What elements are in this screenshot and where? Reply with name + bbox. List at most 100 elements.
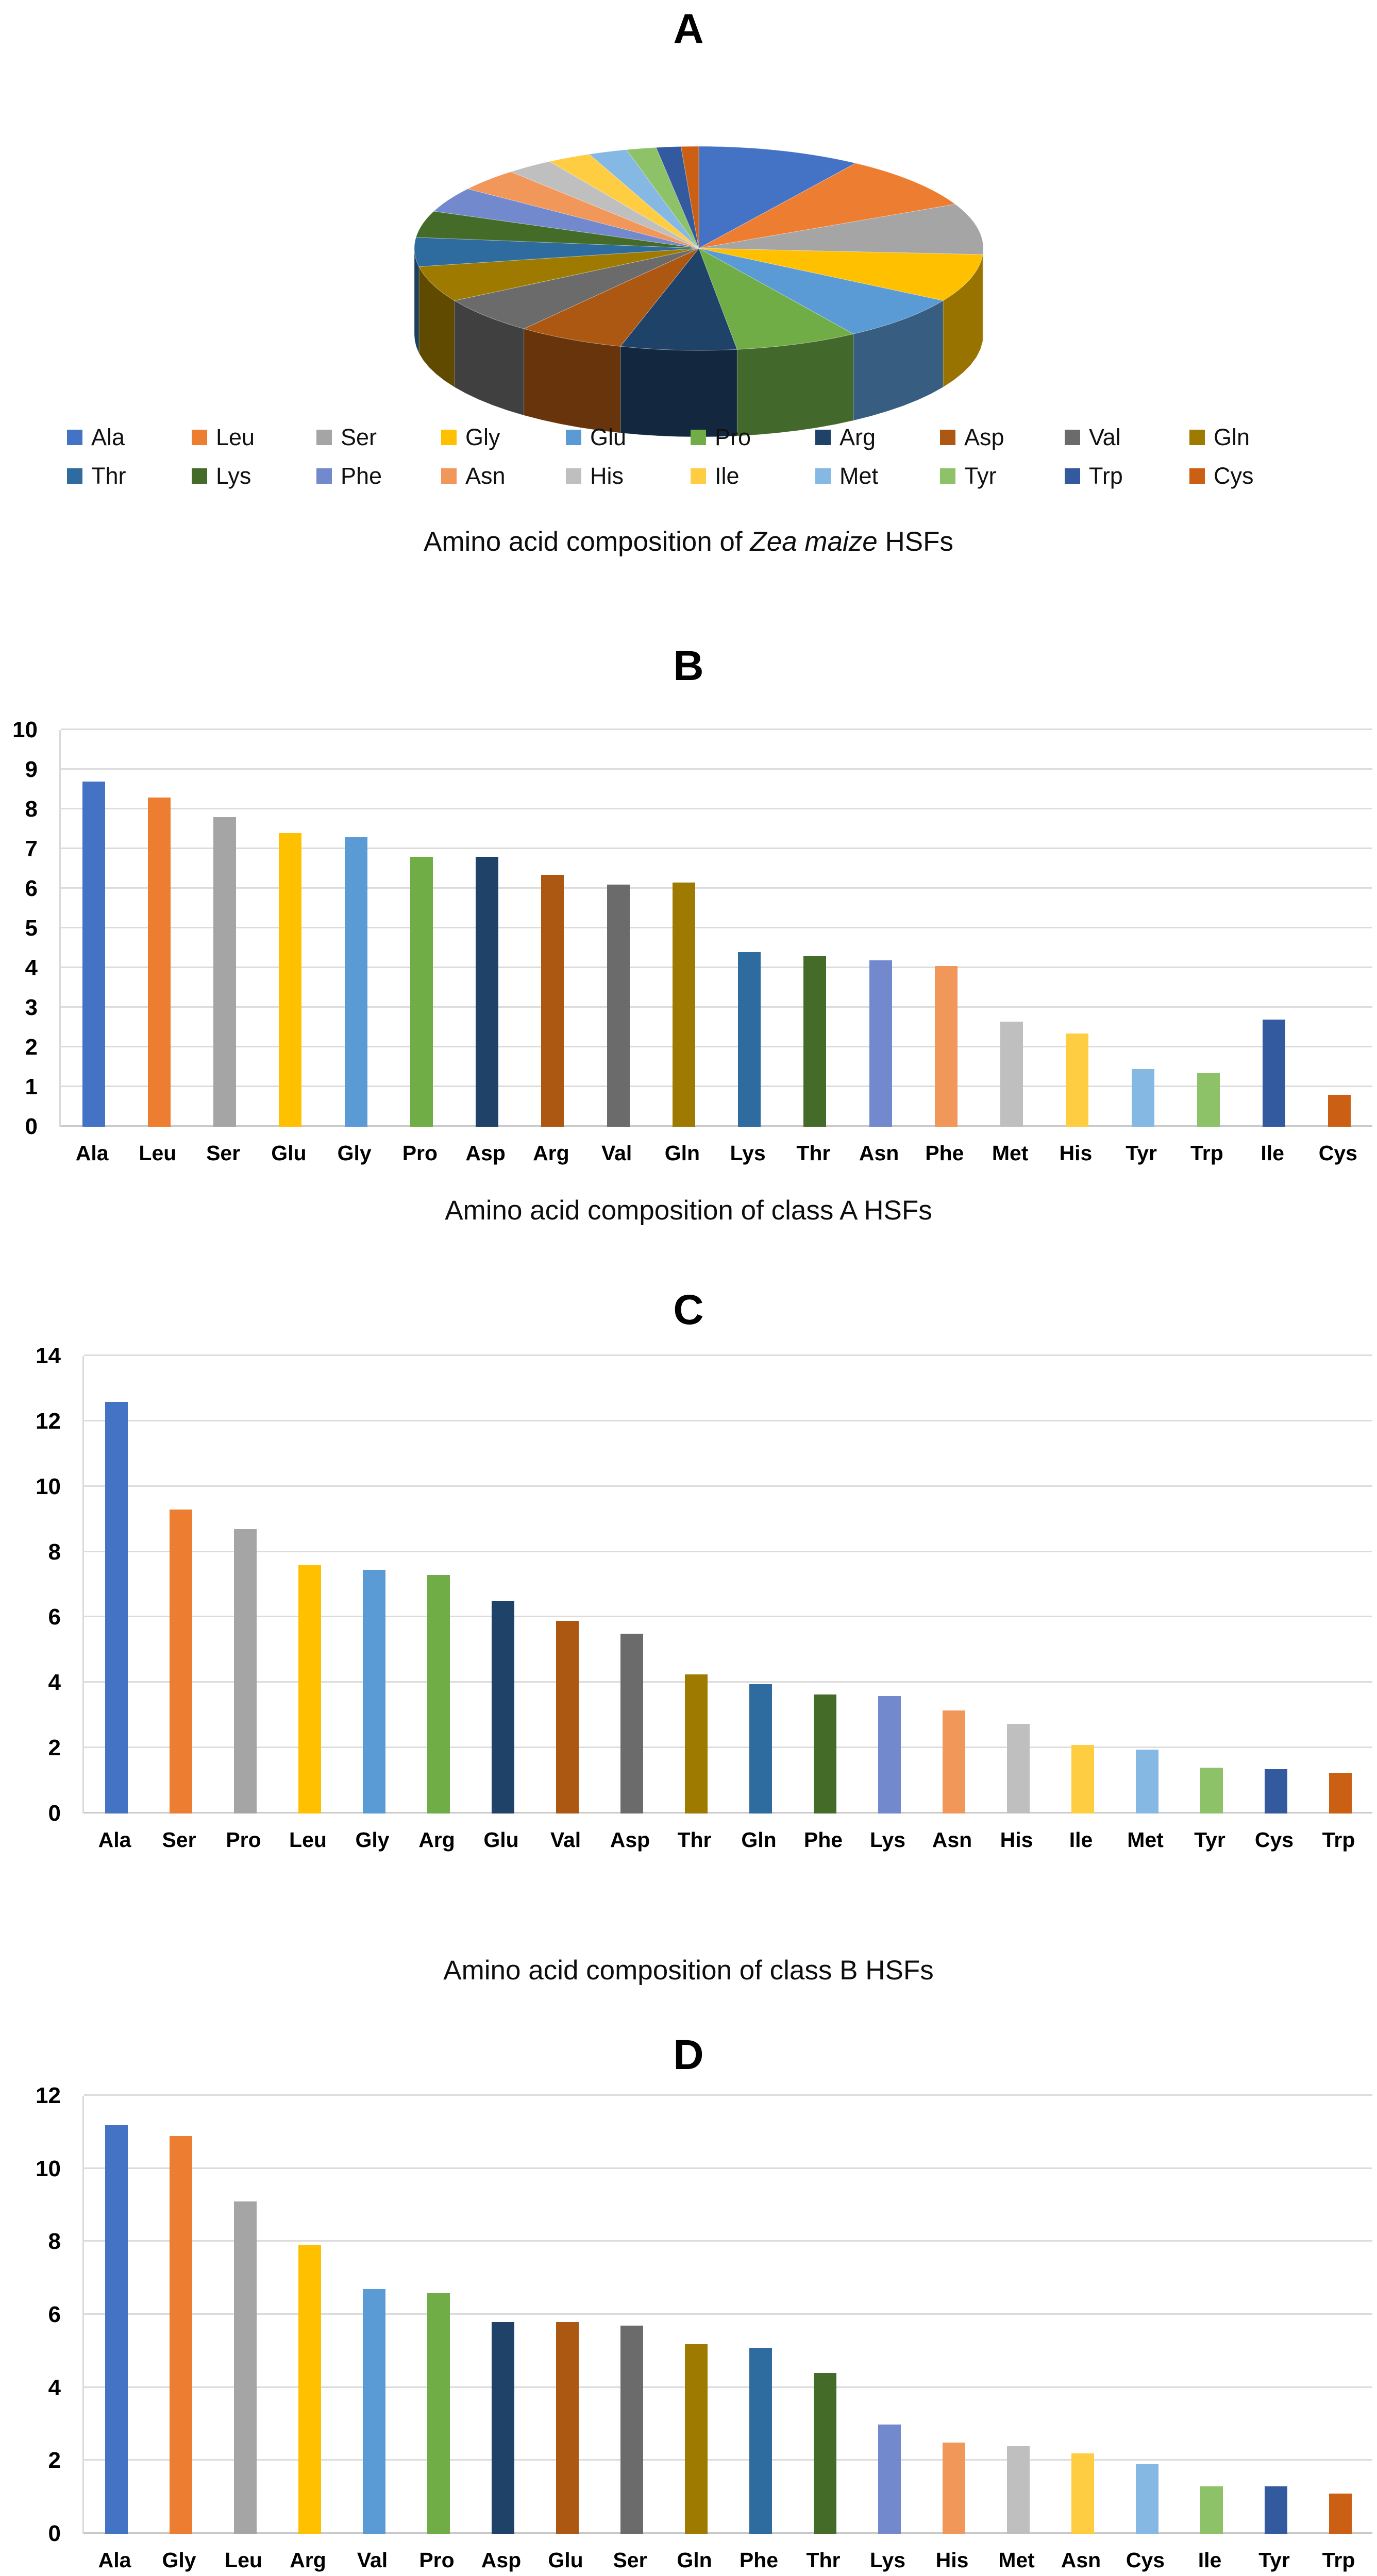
legend-item-asn: Asn: [441, 464, 566, 487]
bar-gly: [344, 837, 367, 1127]
legend-item-cys: Cys: [1189, 464, 1314, 487]
bar-pro: [427, 2293, 450, 2534]
gridline-10: [84, 1485, 1372, 1487]
legend-item-tyr: Tyr: [940, 464, 1065, 487]
y-tick-label-14: 14: [36, 1343, 61, 1368]
bar-phe: [749, 2347, 772, 2534]
legend-swatch-leu: [192, 429, 207, 445]
legend-item-thr: Thr: [67, 464, 192, 487]
bar-gln: [684, 2344, 708, 2534]
pie-slice-trp: [656, 146, 699, 249]
legend-item-val: Val: [1065, 426, 1189, 449]
x-label-val: Val: [357, 2548, 388, 2572]
x-label-asp: Asp: [481, 2548, 522, 2572]
legend-item-lys: Lys: [192, 464, 316, 487]
legend-swatch-lys: [192, 468, 207, 484]
bar-thr: [684, 1674, 708, 1814]
legend-swatch-ile: [691, 468, 706, 484]
x-label-leu: Leu: [139, 1141, 177, 1165]
x-label-met: Met: [992, 1141, 1029, 1165]
x-label-leu: Leu: [225, 2548, 262, 2572]
x-label-gln: Gln: [741, 1828, 777, 1852]
x-axis-c: Ala Ser Pro Leu Gly Arg Glu Val Asp Thr Gln Phe Lys A…: [82, 1828, 1371, 1852]
legend-item-asp: Asp: [940, 426, 1065, 449]
legend-swatch-ser: [316, 429, 332, 445]
pie-slice-his: [510, 161, 699, 249]
y-tick-label-4: 4: [25, 955, 38, 980]
bar-glu: [491, 1601, 514, 1814]
y-tick-label-8: 8: [48, 2229, 61, 2255]
pie-side-arg: [620, 346, 737, 437]
x-label-pro: Pro: [419, 2548, 455, 2572]
bar-lys: [738, 952, 761, 1127]
x-label-trp: Trp: [1190, 1141, 1223, 1165]
pie-slice-leu: [698, 163, 956, 249]
bar-asp: [491, 2322, 514, 2534]
legend-label-pro: Pro: [715, 424, 751, 450]
legend-item-ala: Ala: [67, 426, 192, 449]
x-label-phe: Phe: [739, 2548, 779, 2572]
x-label-trp: Trp: [1322, 2548, 1355, 2572]
legend-swatch-asn: [441, 468, 457, 484]
x-label-arg: Arg: [418, 1828, 455, 1852]
gridline-0: [61, 1125, 1372, 1127]
x-label-asn: Asn: [1061, 2548, 1101, 2572]
bar-ala: [82, 782, 105, 1127]
legend-label-gln: Gln: [1214, 424, 1250, 450]
legend-item-met: Met: [815, 464, 940, 487]
gridline-6: [61, 887, 1372, 889]
bar-leu: [147, 797, 171, 1127]
gridline-0: [84, 1812, 1372, 1814]
legend-label-phe: Phe: [341, 463, 382, 489]
legend-swatch-gly: [441, 429, 457, 445]
x-label-glu: Glu: [548, 2548, 583, 2572]
pie-slice-ser: [698, 204, 984, 255]
bar-chart-class-b: 0 2 4 6 8 10 12 14 Ala Ser Pro Leu Gly Arg Glu Val Asp T…: [0, 1343, 1377, 1882]
legend-label-arg: Arg: [839, 424, 876, 450]
x-axis-b: Ala Leu Ser Glu Gly Pro Asp Arg Val Gln Lys Thr Asn P…: [59, 1141, 1371, 1165]
pie-slice-tyr: [626, 147, 699, 249]
pie-slice-met: [589, 149, 699, 249]
bar-asn: [869, 960, 892, 1127]
bar-gly: [362, 1570, 385, 1814]
y-axis-d: 0 2 4 6 8 10 12: [0, 2083, 82, 2546]
gridline-1: [61, 1086, 1372, 1087]
legend-swatch-cys: [1189, 468, 1205, 484]
bar-trp: [1329, 2494, 1352, 2534]
panel-c-letter: C: [673, 1286, 704, 1333]
gridline-6: [84, 2313, 1372, 2315]
pie-slice-pro: [698, 247, 854, 350]
y-tick-label-0: 0: [48, 2521, 61, 2546]
pie-slice-ile: [549, 154, 699, 249]
bar-glu: [556, 2322, 579, 2534]
x-label-ala: Ala: [75, 1141, 109, 1165]
bar-his: [1006, 1723, 1030, 1814]
legend-label-ser: Ser: [341, 424, 377, 450]
gridline-10: [61, 728, 1372, 730]
y-tick-label-4: 4: [48, 2375, 61, 2400]
bar-thr: [803, 956, 827, 1127]
bar-asn: [942, 1710, 965, 1814]
pie-slice-arg: [619, 248, 738, 351]
bar-tyr: [1200, 1768, 1223, 1814]
legend-label-asn: Asn: [465, 463, 506, 489]
gridline-4: [61, 967, 1372, 968]
plot-area-c: [82, 1354, 1372, 1814]
x-label-arg: Arg: [290, 2548, 326, 2572]
legend-item-arg: Arg: [815, 426, 940, 449]
bar-chart-class-c: 0 2 4 6 8 10 12 Ala Gly Leu Arg Val Pro Asp Glu Ser Gln…: [0, 2083, 1377, 2576]
legend-swatch-trp: [1065, 468, 1080, 484]
legend-swatch-met: [815, 468, 831, 484]
legend-item-phe: Phe: [316, 464, 441, 487]
legend-swatch-pro: [691, 429, 706, 445]
x-label-lys: Lys: [869, 2548, 906, 2572]
bar-arg: [427, 1574, 450, 1814]
legend-swatch-thr: [67, 468, 82, 484]
x-label-thr: Thr: [806, 2548, 841, 2572]
pie-slice-cys: [680, 146, 699, 249]
x-label-asp: Asp: [610, 1828, 650, 1852]
x-label-val: Val: [601, 1141, 632, 1165]
y-axis-c: 0 2 4 6 8 10 12 14: [0, 1343, 82, 1826]
legend-swatch-asp: [940, 429, 955, 445]
x-label-tyr: Tyr: [1126, 1141, 1157, 1165]
